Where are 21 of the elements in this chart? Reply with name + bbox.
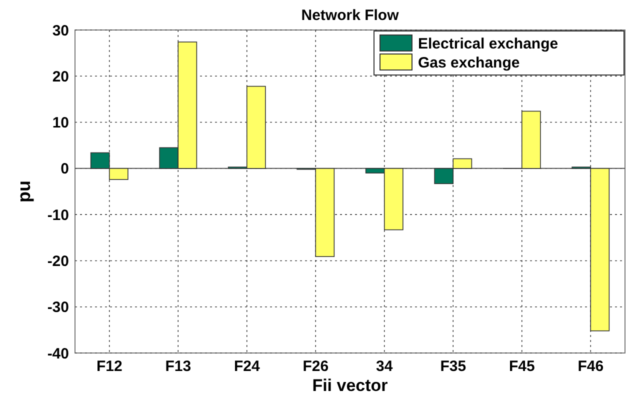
legend-label: Electrical exchange xyxy=(418,35,558,52)
y-tick-label: -10 xyxy=(47,206,69,224)
x-tick-label: F26 xyxy=(302,358,329,375)
y-axis-title: pu xyxy=(14,180,34,202)
y-tick-label: -40 xyxy=(47,345,69,362)
y-tick-label: 0 xyxy=(60,160,69,178)
x-axis-title: Fii vector xyxy=(312,376,388,395)
y-tick-label: 30 xyxy=(52,22,69,40)
x-tick-label: F35 xyxy=(440,358,466,375)
x-tick-label: F24 xyxy=(234,358,260,375)
legend-label: Gas exchange xyxy=(418,54,520,72)
y-tick-label: -30 xyxy=(47,299,69,316)
y-tick-label: -20 xyxy=(47,252,69,270)
x-tick-label: 34 xyxy=(376,358,394,375)
y-tick-label: 10 xyxy=(52,114,69,132)
y-tick-label: 20 xyxy=(52,68,69,86)
x-tick-label: F13 xyxy=(165,358,192,375)
chart-title: Network Flow xyxy=(301,7,400,24)
x-tick-label: F45 xyxy=(508,358,535,375)
x-tick-label: F46 xyxy=(578,358,604,375)
x-tick-label: F12 xyxy=(96,358,122,375)
